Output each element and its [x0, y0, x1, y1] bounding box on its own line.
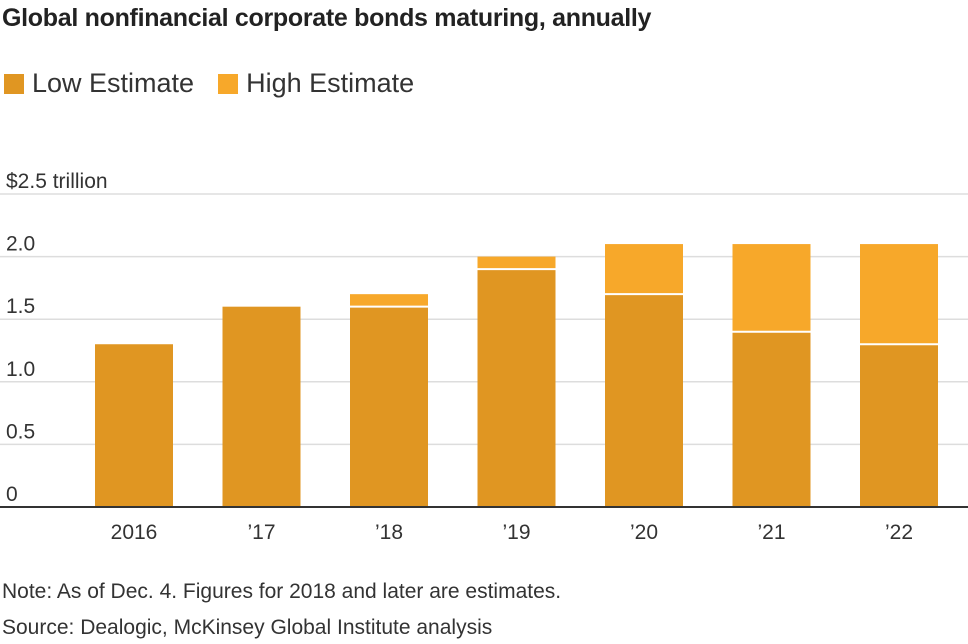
- bar-low-estimate: [605, 294, 683, 507]
- y-tick-label: $2.5 trillion: [6, 170, 108, 193]
- legend-swatch-high-estimate: [218, 73, 239, 94]
- bar-high-estimate: [860, 244, 938, 345]
- bar-low-estimate: [222, 306, 301, 507]
- bar-chart: 0 0.5 1.0 1.5 2.0 $2.5 trillion 2016 ’17 ’18 ’19…: [0, 170, 968, 544]
- legend-label-low-estimate: Low Estimate: [32, 68, 195, 98]
- bar-high-estimate: [477, 256, 556, 270]
- x-tick-label: ’22: [885, 521, 913, 544]
- chart-note: Note: As of Dec. 4. Figures for 2018 and…: [2, 580, 562, 603]
- bar-low-estimate: [477, 269, 556, 507]
- y-tick-label: 1.5: [6, 295, 35, 318]
- legend-item-low-estimate: Low Estimate: [4, 68, 194, 99]
- y-tick-label: 1.0: [6, 358, 35, 381]
- x-tick-label: 2016: [111, 521, 158, 544]
- chart-title: Global nonfinancial corporate bonds matu…: [2, 4, 652, 32]
- x-tick-label: ’17: [247, 521, 275, 544]
- x-tick-label: ’21: [757, 521, 785, 544]
- legend-item-high-estimate: High Estimate: [218, 68, 414, 99]
- legend-label-high-estimate: High Estimate: [246, 68, 415, 98]
- y-tick-label: 0.5: [6, 420, 35, 443]
- x-tick-labels: 2016 ’17 ’18 ’19 ’20 ’21 ’22: [111, 521, 913, 544]
- x-tick-label: ’20: [630, 521, 658, 544]
- y-tick-label: 2.0: [6, 233, 35, 256]
- chart-source: Source: Dealogic, McKinsey Global Instit…: [2, 616, 493, 639]
- bars: [95, 244, 938, 507]
- bar-high-estimate: [605, 244, 683, 295]
- x-tick-label: ’18: [375, 521, 403, 544]
- y-tick-label: 0: [6, 483, 18, 506]
- bar-low-estimate: [860, 344, 938, 507]
- y-tick-labels: 0 0.5 1.0 1.5 2.0 $2.5 trillion: [6, 170, 108, 506]
- bar-low-estimate: [350, 306, 428, 507]
- bar-low-estimate: [95, 344, 173, 507]
- bar-high-estimate: [350, 294, 428, 307]
- legend-swatch-low-estimate: [4, 73, 24, 94]
- bar-low-estimate: [732, 331, 811, 507]
- chart-legend: Low Estimate High Estimate: [4, 68, 438, 99]
- bar-high-estimate: [732, 244, 811, 332]
- x-tick-label: ’19: [502, 521, 530, 544]
